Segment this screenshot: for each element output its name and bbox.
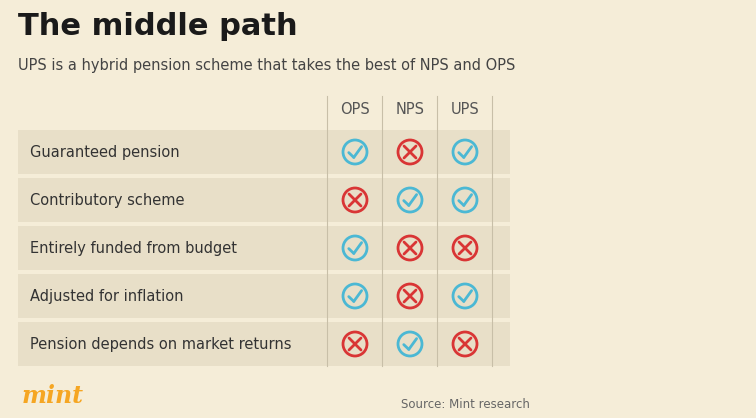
Text: The middle path: The middle path	[18, 12, 298, 41]
FancyBboxPatch shape	[18, 130, 510, 174]
Text: Pension depends on market returns: Pension depends on market returns	[30, 336, 292, 352]
Text: Source: Mint research: Source: Mint research	[401, 398, 530, 411]
FancyBboxPatch shape	[18, 274, 510, 318]
Text: OPS: OPS	[340, 102, 370, 117]
Text: UPS: UPS	[451, 102, 479, 117]
FancyBboxPatch shape	[18, 226, 510, 270]
Text: Guaranteed pension: Guaranteed pension	[30, 145, 180, 160]
FancyBboxPatch shape	[18, 322, 510, 366]
Text: Entirely funded from budget: Entirely funded from budget	[30, 240, 237, 255]
Text: mint: mint	[22, 384, 84, 408]
Text: Adjusted for inflation: Adjusted for inflation	[30, 288, 184, 303]
FancyBboxPatch shape	[18, 178, 510, 222]
Text: UPS is a hybrid pension scheme that takes the best of NPS and OPS: UPS is a hybrid pension scheme that take…	[18, 58, 516, 73]
Text: Contributory scheme: Contributory scheme	[30, 193, 184, 207]
Text: NPS: NPS	[395, 102, 425, 117]
